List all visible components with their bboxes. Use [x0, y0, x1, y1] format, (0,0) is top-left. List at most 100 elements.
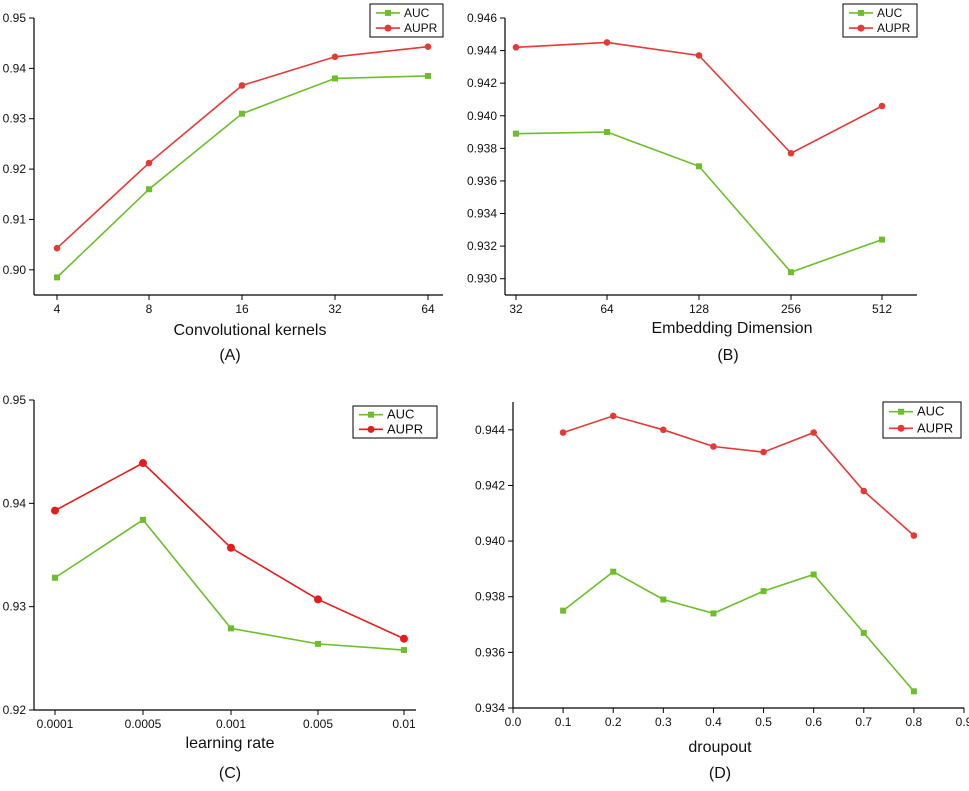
- data-point-auc: [696, 163, 702, 170]
- y-tick-label: 0.92: [3, 162, 27, 176]
- panel-caption: (B): [717, 347, 738, 364]
- data-point-auc: [425, 72, 431, 79]
- data-point-aupr: [424, 43, 432, 51]
- y-tick-label: 0.942: [475, 478, 505, 492]
- y-tick-label: 0.93: [3, 112, 27, 126]
- data-point-auc: [860, 629, 867, 636]
- y-tick-label: 0.90: [3, 263, 27, 277]
- data-point-aupr: [139, 459, 147, 468]
- legend-marker-square: [368, 411, 374, 418]
- data-point-aupr: [710, 443, 717, 450]
- y-tick-label: 0.91: [3, 212, 27, 226]
- y-tick-label: 0.940: [475, 534, 505, 548]
- data-point-auc: [332, 75, 338, 82]
- x-tick-label: 16: [235, 302, 249, 316]
- data-point-aupr: [145, 159, 153, 167]
- x-tick-label: 0.3: [655, 715, 672, 729]
- series-line-auc: [562, 570, 915, 692]
- y-tick-label: 0.942: [467, 76, 497, 90]
- legend-marker-square: [858, 9, 864, 16]
- x-tick-label: 4: [54, 302, 61, 316]
- data-point-auc: [610, 568, 617, 575]
- data-point-auc: [810, 571, 817, 578]
- y-tick-label: 0.944: [467, 44, 497, 58]
- x-tick-label: 0.4: [705, 715, 722, 729]
- y-tick-label: 0.934: [475, 701, 505, 715]
- data-point-auc: [54, 274, 60, 281]
- x-tick-label: 0.1: [555, 715, 572, 729]
- panel-d: 0.934 0.936 0.938 0.940 0.942 0.944 0.0 0.1 0.2 0…: [475, 401, 969, 782]
- data-point-aupr: [878, 102, 886, 110]
- legend-marker-circle: [384, 24, 392, 32]
- legend-marker-square: [385, 9, 391, 16]
- legend-label: AUC: [917, 404, 944, 419]
- x-tick-label: 64: [421, 302, 435, 316]
- data-point-auc: [140, 516, 146, 523]
- data-point-aupr: [400, 634, 408, 643]
- data-point-aupr: [910, 532, 918, 539]
- series-line-auc: [56, 75, 429, 278]
- legend-label: AUPR: [404, 21, 438, 35]
- y-tick-label: 0.944: [475, 423, 505, 437]
- x-tick-label: 0.01: [392, 717, 416, 731]
- data-point-auc: [146, 186, 152, 193]
- x-tick-label: 0.001: [216, 717, 246, 731]
- x-tick-label: 512: [872, 302, 892, 316]
- data-point-auc: [401, 647, 407, 654]
- legend-label: AUPR: [877, 21, 911, 35]
- data-point-aupr: [227, 543, 235, 552]
- x-axis-title: learning rate: [186, 735, 275, 752]
- data-point-auc: [910, 688, 917, 695]
- data-point-aupr: [609, 412, 617, 420]
- series-line-aupr: [515, 41, 883, 155]
- legend-marker-circle: [857, 24, 865, 32]
- legend-label: AUPR: [917, 420, 953, 435]
- x-axis-title: droupout: [688, 739, 752, 756]
- y-tick-label: 0.936: [475, 645, 505, 659]
- y-tick-label: 0.94: [3, 496, 27, 510]
- data-point-auc: [710, 610, 717, 617]
- data-point-aupr: [51, 506, 59, 515]
- data-point-aupr: [660, 426, 667, 434]
- data-point-auc: [560, 607, 567, 614]
- data-point-aupr: [314, 595, 322, 604]
- data-point-aupr: [53, 244, 61, 252]
- legend-box: [882, 401, 962, 439]
- data-point-aupr: [559, 429, 567, 436]
- x-tick-label: 256: [781, 302, 801, 316]
- data-point-aupr: [238, 82, 246, 89]
- y-tick-label: 0.938: [467, 141, 497, 155]
- y-tick-label: 0.938: [475, 590, 505, 604]
- x-axis-title: Convolutional kernels: [174, 322, 327, 339]
- series-line-aupr: [562, 415, 915, 537]
- legend-label: AUC: [404, 6, 430, 20]
- series-line-auc: [515, 131, 883, 274]
- x-tick-label: 0.7: [855, 715, 872, 729]
- panel-caption: (D): [709, 765, 731, 782]
- data-point-aupr: [603, 39, 611, 46]
- x-tick-label: 0.9: [956, 715, 969, 729]
- x-tick-label: 32: [509, 302, 523, 316]
- y-tick-label: 0.940: [467, 109, 497, 123]
- x-tick-label: 0.0005: [125, 717, 162, 731]
- y-tick-label: 0.932: [467, 239, 497, 253]
- legend-marker-circle: [897, 424, 905, 432]
- x-tick-label: 64: [600, 302, 614, 316]
- y-tick-label: 0.95: [3, 393, 27, 407]
- legend-label: AUPR: [387, 421, 423, 436]
- data-point-auc: [315, 640, 321, 647]
- data-point-auc: [228, 625, 234, 632]
- y-tick-label: 0.930: [467, 272, 497, 286]
- panel-c: 0.92 0.93 0.94 0.95 0.0001 0.0005 0.001 0.005 0.…: [3, 393, 438, 782]
- panel-a: 0.90 0.91 0.92 0.93 0.94 0.95 4 8 16 32 64 Convolut…: [3, 3, 444, 364]
- panel-b: 0.930 0.932 0.934 0.936 0.938 0.940 0.942 0.944…: [467, 3, 918, 364]
- legend-box: [842, 3, 918, 38]
- data-point-auc: [760, 588, 767, 595]
- x-tick-label: 8: [146, 302, 153, 316]
- legend-label: AUC: [387, 407, 414, 422]
- panel-caption: (C): [219, 765, 241, 782]
- data-point-auc: [52, 574, 58, 581]
- x-tick-label: 32: [328, 302, 342, 316]
- legend-marker-square: [898, 408, 904, 415]
